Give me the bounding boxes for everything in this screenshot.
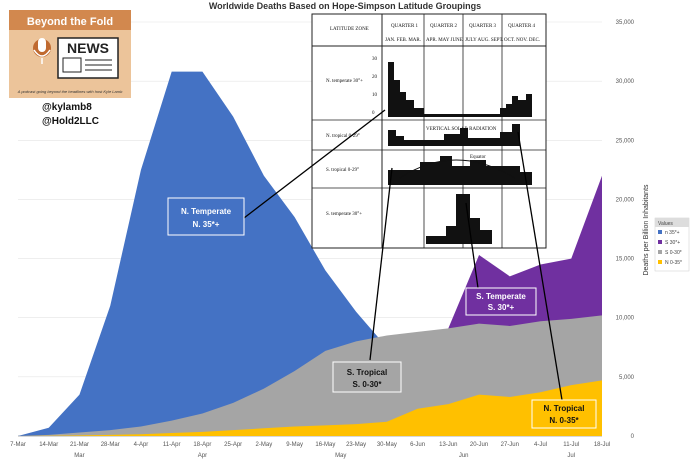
inset-bars-n-tropical (388, 124, 520, 146)
callout-n-temperate-line1: N. Temperate (181, 207, 232, 216)
y-tick-labels: 0 5,000 10,000 15,000 20,000 25,000 30,000 35,0… (616, 20, 635, 440)
inset-ylabel-10: 10 (372, 93, 378, 98)
inset-header-zone: LATITUDE ZONE (330, 27, 369, 32)
x-tick-label: 9-May (286, 442, 303, 448)
x-tick-label: 20-Jun (470, 442, 488, 448)
handle-kylamb8: @kylamb8 (42, 102, 92, 113)
x-tick-label: 4-Apr (134, 442, 149, 448)
x-tick-label: 16-May (315, 442, 335, 448)
month-label: Mar (74, 453, 84, 459)
x-tick-label: 25-Apr (224, 442, 242, 448)
inset-bars-s-tropical (388, 156, 532, 185)
legend-entry: N 0-35* (665, 260, 682, 266)
chart-title: Worldwide Deaths Based on Hope-Simpson L… (209, 1, 481, 11)
y-tick-label: 20,000 (616, 197, 635, 203)
inset-note-solar: VERTICAL SOLAR RADIATION (426, 127, 497, 132)
inset-bars-s-temperate (426, 194, 492, 244)
newspaper-icon: NEWS (57, 37, 119, 79)
inset-ylabel-0: 0 (372, 111, 375, 116)
month-label: May (335, 453, 346, 459)
inset-ylabel-30: 30 (372, 57, 378, 62)
y-tick-label: 30,000 (616, 79, 635, 85)
legend-entry: n 35*+ (665, 230, 680, 236)
inset-header-q2: QUARTER 2 (430, 24, 458, 29)
x-tick-label: 23-May (346, 442, 366, 448)
legend-entry: S 0-30* (665, 250, 682, 256)
callout-s-tropical: S. Tropical S. 0-30* (332, 167, 402, 393)
inset-note-equator: Equator (470, 155, 486, 160)
handle-hold2llc: @Hold2LLC (42, 116, 99, 127)
legend-title: Values (658, 221, 673, 227)
inset-zone-n-tropical: N. tropical 0-29° (326, 134, 360, 139)
callout-s-tropical-line1: S. Tropical (347, 368, 387, 377)
y-tick-label: 0 (631, 434, 635, 440)
inset-zone-s-temperate: S. temperate 30°+ (326, 212, 362, 217)
legend-swatch (658, 250, 662, 254)
callout-n-temperate: N. Temperate N. 35*+ (167, 109, 386, 236)
callout-s-temperate-line2: S. 30*+ (488, 303, 515, 312)
area-n-0-35- (18, 380, 602, 436)
x-tick-label: 30-May (377, 442, 397, 448)
y-tick-label: 15,000 (616, 257, 635, 263)
news-word: NEWS (67, 40, 109, 56)
month-label: Apr (198, 453, 207, 459)
callout-n-tropical-line2: N. 0-35* (549, 416, 579, 425)
legend-swatch (658, 230, 662, 234)
legend: Values n 35*+ S 30*+ S 0-30* N 0-35* (654, 217, 690, 272)
callout-s-temperate: S. Temperate S. 30*+ (465, 202, 537, 316)
x-tick-label: 27-Jun (501, 442, 519, 448)
x-tick-label: 11-Jul (563, 442, 579, 448)
inset-months-q3: JULY AUG. SEPT. (465, 38, 503, 43)
month-labels: Mar Apr May Jun Jul (74, 453, 575, 459)
x-tick-label: 2-May (256, 442, 273, 448)
inset-header-q1: QUARTER 1 (391, 24, 419, 29)
inset-months-q4: OCT. NOV. DEC. (504, 38, 540, 43)
y-tick-label: 35,000 (616, 20, 635, 26)
callout-s-temperate-line1: S. Temperate (476, 292, 526, 301)
y-tick-label: 10,000 (616, 316, 635, 322)
inset-bars-n-temperate (388, 62, 532, 117)
inset-header-q4: QUARTER 4 (508, 24, 536, 29)
inset-ylabel-20: 20 (372, 75, 378, 80)
inset-header-q3: QUARTER 3 (469, 24, 497, 29)
inset-solar-arc (399, 159, 516, 179)
callout-n-tropical: N. Tropical N. 0-35* (517, 131, 597, 429)
podcast-tagline: A podcast going beyond the headlines wit… (17, 89, 123, 94)
y-tick-label: 5,000 (619, 375, 635, 381)
inset-months-q1: JAN. FEB. MAR. (385, 38, 421, 43)
legend-swatch (658, 240, 662, 244)
podcast-logo: Beyond the Fold NEWS A podcast going bey… (9, 10, 131, 98)
x-tick-label: 18-Apr (193, 442, 211, 448)
inset-zone-n-temperate: N. temperate 30°+ (326, 79, 363, 84)
callout-n-temperate-line2: N. 35*+ (193, 220, 220, 229)
y-axis-title: Deaths per Billion Inhabitants (643, 184, 650, 276)
x-tick-label: 6-Jun (410, 442, 425, 448)
x-tick-label: 11-Apr (163, 442, 181, 448)
legend-entry: S 30*+ (665, 240, 680, 246)
x-tick-label: 14-Mar (39, 442, 58, 448)
legend-swatch (658, 260, 662, 264)
microphone-icon (33, 38, 51, 64)
callout-n-tropical-line1: N. Tropical (544, 404, 585, 413)
area-n-35-- (18, 71, 387, 437)
x-tick-label: 21-Mar (70, 442, 89, 448)
podcast-title: Beyond the Fold (27, 16, 113, 28)
x-tick-label: 4-Jul (534, 442, 547, 448)
x-tick-label: 18-Jul (594, 442, 610, 448)
inset-months-q2: APR. MAY JUNE (426, 38, 463, 43)
month-label: Jun (459, 453, 469, 459)
month-label: Jul (567, 453, 575, 459)
y-tick-label: 25,000 (616, 138, 635, 144)
x-tick-label: 28-Mar (101, 442, 120, 448)
inset-hope-simpson-table: LATITUDE ZONE QUARTER 1 QUARTER 2 QUARTE… (311, 13, 547, 249)
x-tick-label: 13-Jun (439, 442, 457, 448)
callout-s-tropical-line2: S. 0-30* (353, 380, 383, 389)
x-tick-label: 7-Mar (10, 442, 26, 448)
inset-zone-s-tropical: S. tropical 0-29° (326, 168, 359, 173)
x-tick-labels: 7-Mar 14-Mar 21-Mar 28-Mar 4-Apr 11-Apr 18-Apr… (10, 442, 610, 448)
